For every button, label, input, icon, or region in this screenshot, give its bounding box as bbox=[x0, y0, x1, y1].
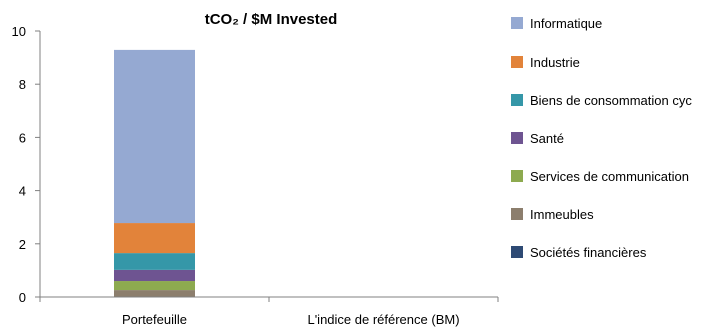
legend-label: Biens de consommation cyc bbox=[530, 93, 692, 108]
legend-item: Santé bbox=[511, 131, 564, 146]
legend-item: Sociétés financières bbox=[511, 245, 647, 260]
legend-label: Sociétés financières bbox=[530, 245, 647, 260]
legend-swatch-informatique bbox=[511, 17, 523, 29]
legend-label: Services de communication bbox=[530, 169, 689, 184]
bar-segment-portefeuille-services-de-communication bbox=[114, 281, 195, 291]
y-tick-label-8: 8 bbox=[19, 77, 26, 92]
legend-label: Immeubles bbox=[530, 207, 594, 222]
bar-segment-portefeuille-informatique bbox=[114, 49, 195, 224]
legend-label: Informatique bbox=[530, 16, 602, 31]
legend-item: Services de communication bbox=[511, 169, 689, 184]
x-category-label-portefeuille: Portefeuille bbox=[122, 312, 187, 327]
bar-segment-portefeuille-sante bbox=[114, 269, 195, 282]
legend-item: Industrie bbox=[511, 55, 580, 70]
bar-segment-portefeuille-industrie bbox=[114, 223, 195, 254]
y-tick-label-6: 6 bbox=[19, 130, 26, 145]
legend-swatch-societes-financieres bbox=[511, 246, 523, 258]
legend-label: Santé bbox=[530, 131, 564, 146]
y-tick-label-2: 2 bbox=[19, 237, 26, 252]
legend-item: Immeubles bbox=[511, 207, 594, 222]
legend-label: Industrie bbox=[530, 55, 580, 70]
bar-group bbox=[114, 49, 195, 297]
legend-swatch-services-de-communication bbox=[511, 170, 523, 182]
bar-segment-portefeuille-immeubles bbox=[114, 290, 195, 297]
y-tick-label-10: 10 bbox=[12, 24, 26, 39]
legend: Informatique Industrie Biens de consomma… bbox=[511, 16, 692, 260]
legend-item: Biens de consommation cyc bbox=[511, 93, 692, 108]
y-tick-label-0: 0 bbox=[19, 290, 26, 305]
legend-item: Informatique bbox=[511, 16, 602, 31]
x-category-label-bm: L'indice de référence (BM) bbox=[307, 312, 459, 327]
legend-swatch-sante bbox=[511, 132, 523, 144]
bar-segment-portefeuille-biens-de-consommation-cyc bbox=[114, 253, 195, 270]
y-tick-label-4: 4 bbox=[19, 184, 26, 199]
legend-swatch-biens-de-consommation bbox=[511, 94, 523, 106]
legend-swatch-industrie bbox=[511, 56, 523, 68]
legend-swatch-immeubles bbox=[511, 208, 523, 220]
chart-title: tCO₂ / $M Invested bbox=[205, 11, 338, 28]
